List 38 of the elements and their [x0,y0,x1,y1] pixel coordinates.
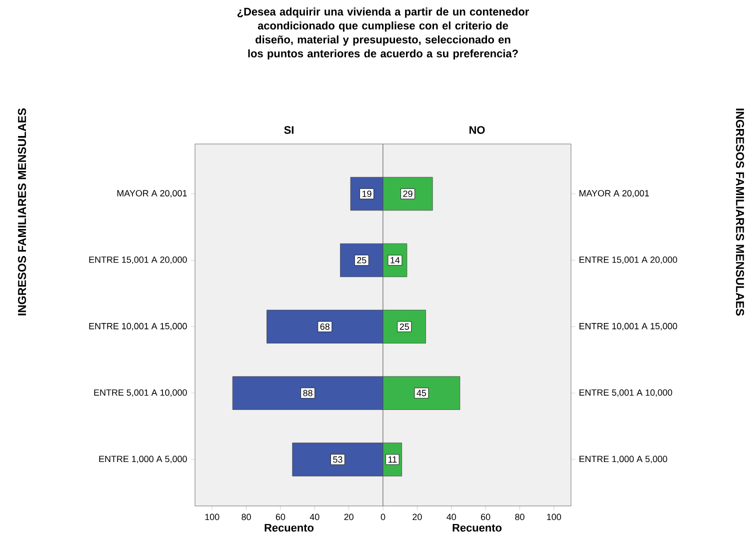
x-tick-label: 40 [446,514,456,520]
data-label: 25 [400,323,409,330]
x-axis-title: Recuento [264,524,314,532]
x-tick-label: 100 [205,514,220,520]
data-label: 11 [388,456,397,463]
data-label: 14 [390,257,400,264]
y-tick-label: ENTRE 15,001 A 20,000 [580,256,678,264]
chart-title: ¿Desea adquirir una vivienda a partir de un contenedor acondicionado que cumpliese con el criterio de diseño, material y presupuesto, seleccionado en los puntos anteriores de acuerdo a su preferencia? [237,8,529,60]
y-tick-label: ENTRE 15,001 A 20,000 [89,256,187,264]
x-tick-label: 40 [310,514,320,520]
y-tick-label: ENTRE 5,001 A 10,000 [94,389,187,397]
y-tick-label: ENTRE 10,001 A 15,000 [89,322,187,330]
x-tick-label: 80 [242,514,251,520]
data-label: 19 [362,190,372,197]
y-tick-label: ENTRE 5,001 A 10,000 [580,389,672,397]
x-tick-label: 20 [344,514,354,520]
y-tick-label: ENTRE 1,000 A 5,000 [580,456,668,464]
chart-subtitle: SI [284,126,294,134]
x-tick-label: 100 [547,514,562,520]
data-label: 29 [403,190,412,197]
x-tick-label: 0 [380,514,386,520]
y-axis-title: INGRESOS FAMILIARES MENSULAES [736,108,744,316]
y-tick-label: ENTRE 1,000 A 5,000 [99,456,187,464]
x-tick-label: 80 [515,514,524,520]
data-label: 25 [357,257,366,264]
y-axis-title: INGRESOS FAMILIARES MENSULAES [18,108,26,316]
y-tick-label: MAYOR A 20,001 [117,190,187,198]
y-tick-label: ENTRE 10,001 A 15,000 [580,322,678,330]
y-tick-label: MAYOR A 20,001 [580,190,649,198]
x-axis-title: Recuento [452,524,502,532]
data-label: 88 [303,390,312,396]
x-tick-label: 60 [481,514,490,520]
chart-subtitle: NO [470,126,485,134]
data-label: 45 [416,390,426,396]
data-label: 53 [333,456,342,463]
x-tick-label: 20 [412,514,422,520]
data-label: 68 [320,323,330,330]
x-tick-label: 60 [276,514,286,520]
